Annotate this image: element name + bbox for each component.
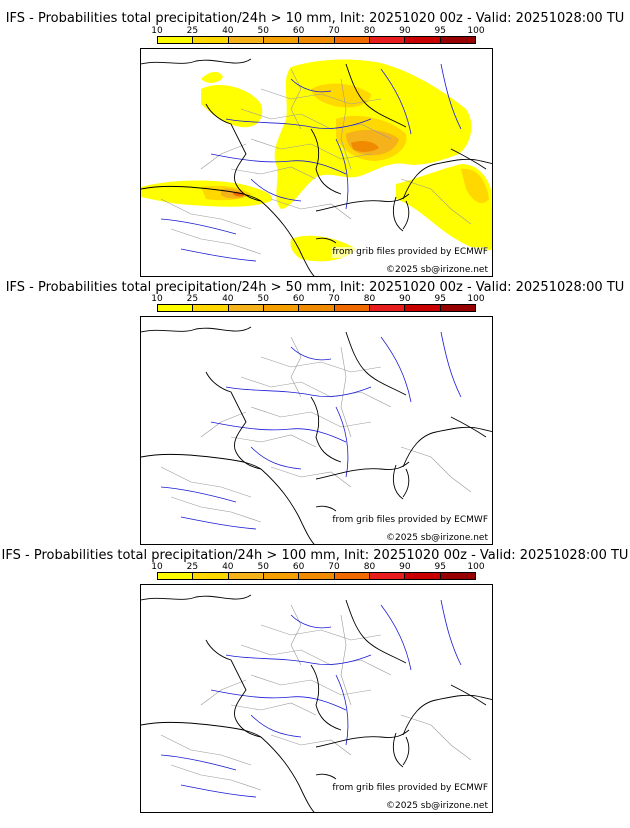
tick-label: 60: [292, 562, 305, 572]
colorbar-segment: [158, 305, 194, 311]
colorbar: [157, 304, 476, 312]
tick-label: 80: [363, 562, 376, 572]
tick-label: 90: [399, 562, 411, 572]
tick-label: 10: [151, 26, 163, 36]
colorbar-segment: [193, 37, 229, 43]
tick-label: 60: [292, 294, 305, 304]
tick-label: 25: [186, 26, 199, 36]
tick-label: 50: [257, 562, 269, 572]
coastline-and-borders: [141, 58, 492, 276]
colorbar-segment: [440, 37, 475, 43]
tick-label: 50: [257, 26, 269, 36]
colorbar-segment: [193, 305, 229, 311]
colorbar-segment: [158, 573, 194, 579]
colorbar-segment: [369, 37, 406, 43]
colorbar-segment: [405, 573, 441, 579]
tick-label: 10: [151, 294, 163, 304]
map-50mm: from grib files provided by ECMWF ©2025 …: [140, 316, 493, 545]
panel-title: IFS - Probabilities total precipitation/…: [5, 280, 625, 295]
colorbar-ticks: 10 25 40 50 60 70 80 90 95 100: [151, 294, 484, 304]
tick-label: 25: [186, 562, 199, 572]
map-svg: [141, 326, 492, 544]
tick-label: 100: [467, 26, 485, 36]
rivers: [160, 599, 462, 798]
tick-label: 70: [328, 562, 340, 572]
tick-label: 25: [186, 294, 199, 304]
colorbar-segment: [405, 305, 441, 311]
colorbar-segment: [369, 573, 406, 579]
colorbar-segment: [299, 37, 335, 43]
region-borders: [160, 336, 472, 523]
colorbar-ticks: 10 25 40 50 60 70 80 90 95 100: [151, 562, 484, 572]
credit-copyright: ©2025 sb@irizone.net: [386, 533, 488, 544]
region-borders: [160, 68, 472, 255]
tick-label: 70: [328, 294, 340, 304]
credit-source: from grib files provided by ECMWF: [332, 247, 488, 258]
colorbar-segment: [405, 37, 441, 43]
colorbar-segment: [440, 573, 475, 579]
tick-label: 40: [222, 26, 234, 36]
colorbar-segment: [334, 37, 370, 43]
credit-source: from grib files provided by ECMWF: [332, 783, 488, 794]
colorbar-segment: [263, 573, 300, 579]
colorbar-segment: [334, 305, 370, 311]
tick-label: 90: [399, 294, 411, 304]
colorbar: [157, 572, 476, 580]
panel-title: IFS - Probabilities total precipitation/…: [1, 548, 629, 563]
tick-label: 90: [399, 26, 411, 36]
map-svg: [141, 594, 492, 812]
colorbar-segment: [369, 305, 406, 311]
tick-label: 40: [222, 294, 234, 304]
tick-label: 95: [434, 294, 446, 304]
tick-label: 95: [434, 562, 446, 572]
panel-title: IFS - Probabilities total precipitation/…: [5, 11, 625, 26]
colorbar-ticks: 10 25 40 50 60 70 80 90 95 100: [151, 26, 484, 36]
colorbar: [157, 36, 476, 44]
tick-label: 100: [467, 562, 485, 572]
colorbar-segment: [299, 573, 335, 579]
tick-label: 70: [328, 26, 340, 36]
tick-label: 80: [363, 26, 376, 36]
colorbar-segment: [228, 37, 264, 43]
map-svg: [141, 58, 492, 276]
tick-label: 60: [292, 26, 305, 36]
map-100mm: from grib files provided by ECMWF ©2025 …: [140, 584, 493, 813]
colorbar-segment: [299, 305, 335, 311]
credit-copyright: ©2025 sb@irizone.net: [386, 801, 488, 812]
credit-source: from grib files provided by ECMWF: [332, 515, 488, 526]
tick-label: 10: [151, 562, 163, 572]
map-10mm: from grib files provided by ECMWF ©2025 …: [140, 48, 493, 277]
rivers: [160, 63, 462, 262]
tick-label: 50: [257, 294, 269, 304]
colorbar-segment: [263, 305, 300, 311]
colorbar-segment: [334, 573, 370, 579]
tick-label: 100: [467, 294, 485, 304]
tick-label: 95: [434, 26, 446, 36]
colorbar-segment: [193, 573, 229, 579]
colorbar-segment: [228, 305, 264, 311]
tick-label: 80: [363, 294, 376, 304]
rivers: [160, 331, 462, 530]
colorbar-segment: [158, 37, 194, 43]
credit-copyright: ©2025 sb@irizone.net: [386, 265, 488, 276]
coastline-and-borders: [141, 594, 492, 812]
colorbar-segment: [440, 305, 475, 311]
tick-label: 40: [222, 562, 234, 572]
colorbar-segment: [263, 37, 300, 43]
precip-field: [141, 59, 492, 262]
coastline-and-borders: [141, 326, 492, 544]
colorbar-segment: [228, 573, 264, 579]
region-borders: [160, 604, 472, 791]
